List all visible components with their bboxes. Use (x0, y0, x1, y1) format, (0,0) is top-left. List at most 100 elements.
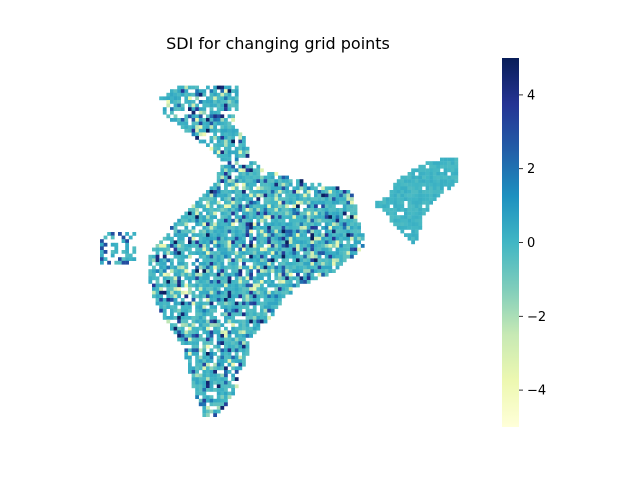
grid-cell (321, 200, 325, 205)
grid-cell (170, 287, 174, 291)
grid-cell (407, 218, 412, 223)
grid-cell (404, 179, 408, 183)
grid-cell (209, 370, 214, 374)
grid-cell (198, 294, 203, 299)
grid-cell (256, 280, 261, 284)
grid-cell (191, 251, 196, 255)
grid-cell (263, 236, 268, 241)
grid-cell (335, 215, 340, 219)
grid-cell (296, 233, 300, 237)
grid-cell (177, 272, 181, 277)
grid-cell (321, 215, 325, 219)
grid-cell (220, 150, 225, 155)
grid-cell (310, 251, 315, 255)
grid-cell (252, 265, 257, 270)
grid-cell (220, 301, 225, 306)
grid-cell (206, 319, 210, 324)
grid-cell (220, 229, 225, 234)
grid-cell (227, 276, 232, 281)
grid-cell (252, 276, 257, 281)
grid-cell (213, 100, 217, 104)
grid-cell (245, 334, 250, 338)
grid-cell (252, 200, 257, 205)
grid-cell (155, 280, 160, 284)
grid-cell (216, 96, 221, 101)
grid-cell (152, 258, 156, 263)
grid-cell (227, 348, 232, 353)
grid-cell (429, 182, 433, 187)
grid-cell (202, 341, 207, 345)
grid-cell (252, 283, 257, 288)
grid-cell (227, 107, 232, 111)
grid-cell (234, 107, 239, 111)
grid-cell (450, 161, 455, 165)
grid-cell (206, 258, 210, 263)
grid-cell (209, 125, 214, 129)
grid-cell (227, 103, 232, 108)
grid-cell (324, 269, 329, 273)
grid-cell (198, 380, 203, 385)
grid-cell (220, 305, 225, 309)
grid-cell (234, 244, 239, 248)
grid-cell (288, 240, 293, 245)
grid-cell (231, 283, 235, 288)
grid-cell (202, 197, 207, 201)
grid-cell (324, 240, 329, 245)
grid-cell (148, 269, 153, 273)
grid-cell (180, 118, 185, 122)
grid-cell (245, 168, 250, 173)
grid-cell (303, 226, 307, 230)
grid-cell (260, 262, 264, 266)
grid-cell (249, 330, 253, 335)
grid-cell (346, 190, 351, 194)
grid-cell (400, 226, 405, 230)
grid-cell (357, 240, 361, 245)
grid-cell (299, 229, 304, 234)
grid-cell (155, 251, 160, 255)
grid-cell (407, 179, 412, 183)
grid-cell (267, 305, 271, 309)
grid-cell (256, 319, 261, 324)
grid-cell (180, 316, 185, 320)
grid-cell (206, 200, 210, 205)
grid-cell (206, 344, 210, 349)
grid-cell (299, 240, 304, 245)
grid-cell (270, 265, 275, 270)
grid-cell (263, 208, 268, 212)
grid-cell (335, 208, 340, 212)
grid-cell (159, 308, 163, 313)
grid-cell (206, 269, 210, 273)
grid-cell (443, 179, 448, 183)
grid-cell (245, 204, 250, 209)
grid-cell (332, 197, 336, 201)
grid-cell (234, 251, 239, 255)
grid-cell (339, 197, 343, 201)
grid-cell (184, 316, 189, 320)
grid-cell (404, 193, 408, 198)
grid-cell (245, 200, 250, 205)
grid-cell (400, 182, 405, 187)
grid-cell (249, 290, 253, 295)
grid-cell (224, 121, 228, 126)
grid-cell (260, 168, 264, 173)
grid-cell (335, 251, 340, 255)
grid-cell (306, 258, 311, 263)
grid-cell (191, 272, 196, 277)
grid-cell (238, 229, 243, 234)
grid-cell (281, 244, 286, 248)
grid-cell (198, 132, 203, 137)
grid-cell (310, 222, 315, 227)
grid-cell (411, 226, 415, 230)
grid-cell (224, 380, 228, 385)
grid-cell (303, 222, 307, 227)
grid-cell (418, 179, 423, 183)
grid-cell (180, 254, 185, 259)
grid-cell (227, 197, 232, 201)
grid-cell (245, 182, 250, 187)
grid-cell (231, 233, 235, 237)
grid-cell (166, 244, 171, 248)
grid-cell (202, 330, 207, 335)
grid-cell (278, 190, 282, 194)
grid-cell (314, 262, 318, 266)
grid-cell (220, 398, 225, 403)
